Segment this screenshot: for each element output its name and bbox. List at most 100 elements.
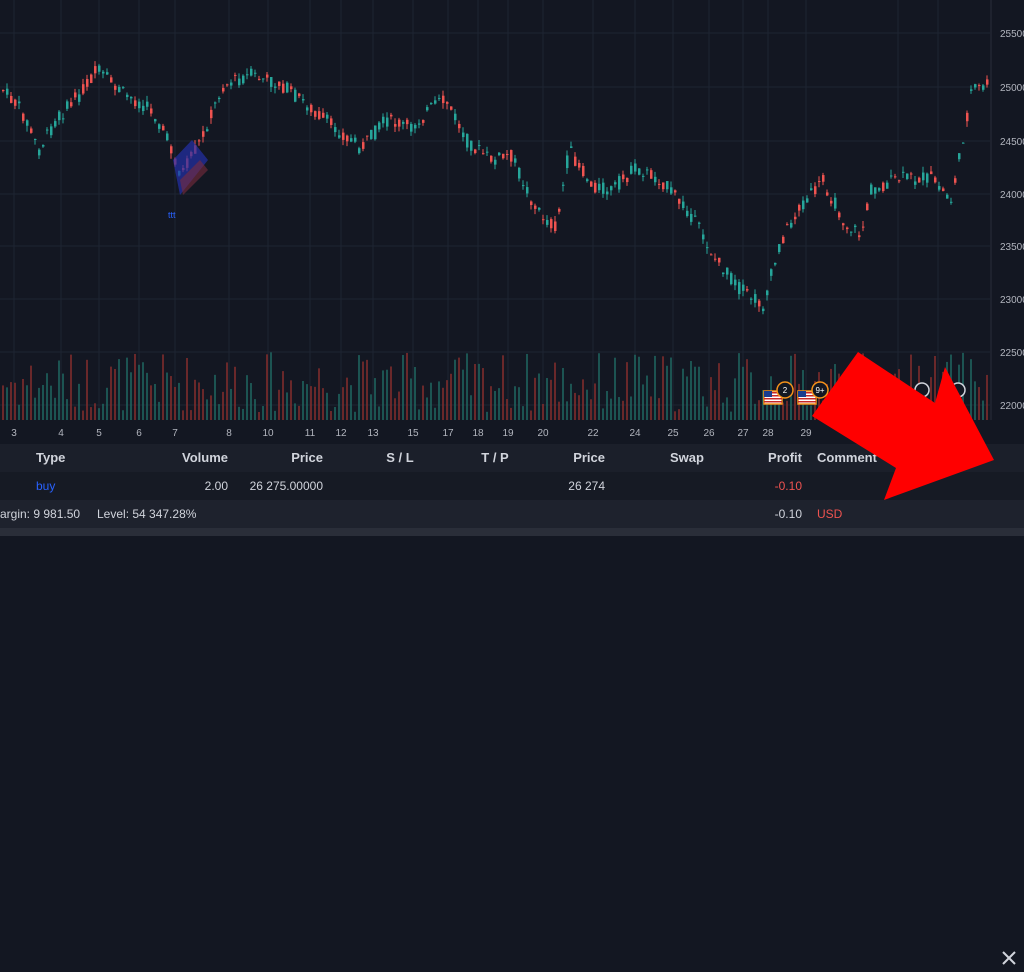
candle-body — [694, 215, 697, 217]
candle-body — [110, 77, 113, 83]
candle-body — [866, 203, 869, 211]
candle-body — [50, 126, 53, 136]
volume-bar — [878, 377, 880, 420]
volume-bar — [934, 356, 936, 420]
volume-bar — [894, 373, 896, 420]
volume-bar — [774, 401, 776, 420]
candle-body — [406, 119, 409, 125]
date-tick-label: 10 — [262, 428, 274, 439]
volume-bar — [66, 399, 68, 420]
date-tick-label: 26 — [703, 428, 715, 439]
volume-bar — [638, 356, 640, 420]
volume-bar — [178, 382, 180, 420]
candle-body — [970, 89, 973, 91]
position-row[interactable]: buy 2.00 26 275.00000 26 274 -0.10 — [0, 472, 1024, 965]
chart-canvas[interactable]: 25500 25000 24500 24000 23500 23000 22500 22000… — [0, 0, 1024, 444]
candle-body — [710, 254, 713, 256]
volume-bar — [530, 410, 532, 420]
volume-bar — [186, 357, 188, 420]
volume-bar — [858, 356, 860, 420]
volume-bar — [422, 385, 424, 420]
candle-body — [330, 118, 333, 125]
volume-bar — [734, 378, 736, 420]
volume-bar — [586, 389, 588, 420]
volume-bar — [218, 404, 220, 420]
candle-body — [374, 125, 377, 140]
volume-bar — [266, 354, 268, 420]
volume-bar — [590, 399, 592, 420]
candle-body — [538, 207, 541, 210]
candle-body — [730, 273, 733, 285]
candle-body — [242, 75, 245, 84]
volume-bar — [630, 396, 632, 420]
volume-bar — [346, 377, 348, 420]
volume-bar — [834, 364, 836, 420]
candle-body — [918, 177, 921, 183]
candle-body — [342, 132, 345, 140]
candle-body — [738, 282, 741, 295]
candle-body — [142, 105, 145, 112]
candle-body — [550, 219, 553, 229]
candle-body — [226, 84, 229, 86]
volume-bar — [854, 372, 856, 420]
volume-bar — [374, 378, 376, 420]
volume-bar — [718, 363, 720, 420]
volume-bar — [450, 373, 452, 420]
date-tick-label: 18 — [472, 428, 484, 439]
candle-body — [946, 194, 949, 199]
col-volume: Volume — [182, 450, 228, 465]
volume-bar — [358, 355, 360, 420]
candle-body — [546, 219, 549, 225]
candle-body — [410, 123, 413, 132]
candle-body — [86, 79, 89, 87]
volume-bar — [830, 368, 832, 420]
volume-bar — [214, 374, 216, 420]
candle-body — [498, 152, 501, 156]
candle-body — [702, 234, 705, 240]
volume-bar — [146, 372, 148, 420]
volume-bar — [682, 368, 684, 420]
price-chart[interactable]: 25500 25000 24500 24000 23500 23000 22500 22000… — [0, 0, 1024, 444]
date-tick-label: 27 — [737, 428, 749, 439]
candle-body — [750, 298, 753, 300]
candle-body — [674, 190, 677, 193]
volume-bar — [350, 385, 352, 420]
candle-body — [966, 112, 969, 122]
volume-bar — [726, 397, 728, 420]
candle-body — [414, 124, 417, 129]
volume-bar — [614, 357, 616, 420]
volume-bar — [238, 406, 240, 420]
candle-body — [154, 119, 157, 122]
volume-bar — [54, 397, 56, 420]
volume-bar — [282, 371, 284, 420]
candle-body — [534, 205, 537, 209]
candle-body — [286, 82, 289, 93]
volume-bar — [250, 383, 252, 420]
volume-bar — [910, 354, 912, 420]
candle-body — [706, 247, 709, 249]
volume-bar — [278, 389, 280, 420]
volume-bar — [966, 411, 968, 420]
price-tick-label: 25000 — [1000, 83, 1024, 94]
volume-bar — [226, 362, 228, 420]
volume-bar — [242, 408, 244, 420]
volume-bar — [510, 407, 512, 420]
volume-bar — [938, 391, 940, 420]
volume-bar — [674, 411, 676, 420]
volume-bar — [34, 397, 36, 420]
candle-body — [510, 150, 513, 162]
volume-bar — [174, 386, 176, 420]
volume-bar — [786, 400, 788, 420]
volume-bar — [898, 369, 900, 420]
candle-body — [258, 78, 261, 80]
candle-body — [82, 84, 85, 94]
volume-bar — [470, 395, 472, 420]
volume-bar — [318, 368, 320, 420]
candle-body — [754, 294, 757, 303]
close-position-button[interactable] — [998, 947, 1020, 969]
volume-bar — [914, 410, 916, 420]
candle-body — [246, 74, 249, 76]
candle-body — [638, 168, 641, 175]
volume-bar — [166, 372, 168, 420]
candle-body — [442, 95, 445, 104]
